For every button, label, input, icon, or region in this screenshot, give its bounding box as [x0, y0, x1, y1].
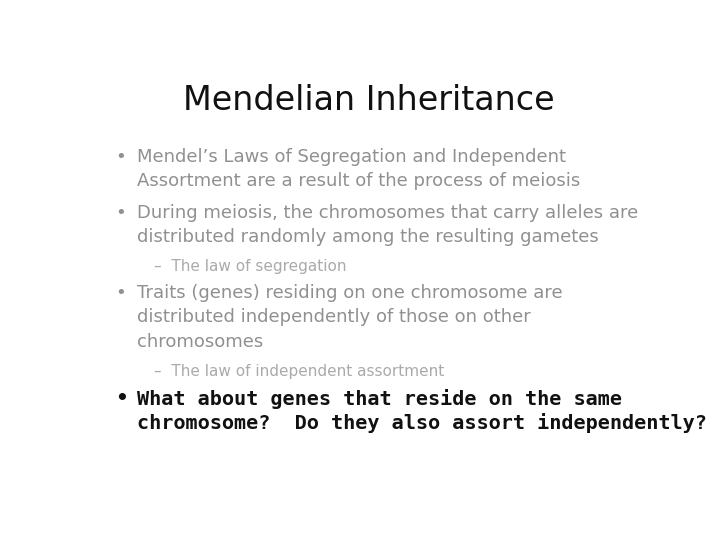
- Text: What about genes that reside on the same: What about genes that reside on the same: [138, 389, 622, 409]
- Text: Mendel’s Laws of Segregation and Independent: Mendel’s Laws of Segregation and Indepen…: [138, 148, 567, 166]
- Text: distributed randomly among the resulting gametes: distributed randomly among the resulting…: [138, 228, 599, 246]
- Text: •: •: [115, 285, 126, 302]
- Text: –  The law of segregation: – The law of segregation: [154, 259, 346, 274]
- Text: •: •: [115, 389, 128, 408]
- Text: –  The law of independent assortment: – The law of independent assortment: [154, 364, 444, 379]
- Text: Traits (genes) residing on one chromosome are: Traits (genes) residing on one chromosom…: [138, 285, 563, 302]
- Text: chromosomes: chromosomes: [138, 333, 264, 350]
- Text: chromosome?  Do they also assort independently?: chromosome? Do they also assort independ…: [138, 413, 707, 433]
- Text: Mendelian Inheritance: Mendelian Inheritance: [183, 84, 555, 117]
- Text: •: •: [115, 148, 126, 166]
- Text: distributed independently of those on other: distributed independently of those on ot…: [138, 308, 531, 327]
- Text: During meiosis, the chromosomes that carry alleles are: During meiosis, the chromosomes that car…: [138, 204, 639, 222]
- Text: Assortment are a result of the process of meiosis: Assortment are a result of the process o…: [138, 172, 581, 190]
- Text: •: •: [115, 204, 126, 222]
